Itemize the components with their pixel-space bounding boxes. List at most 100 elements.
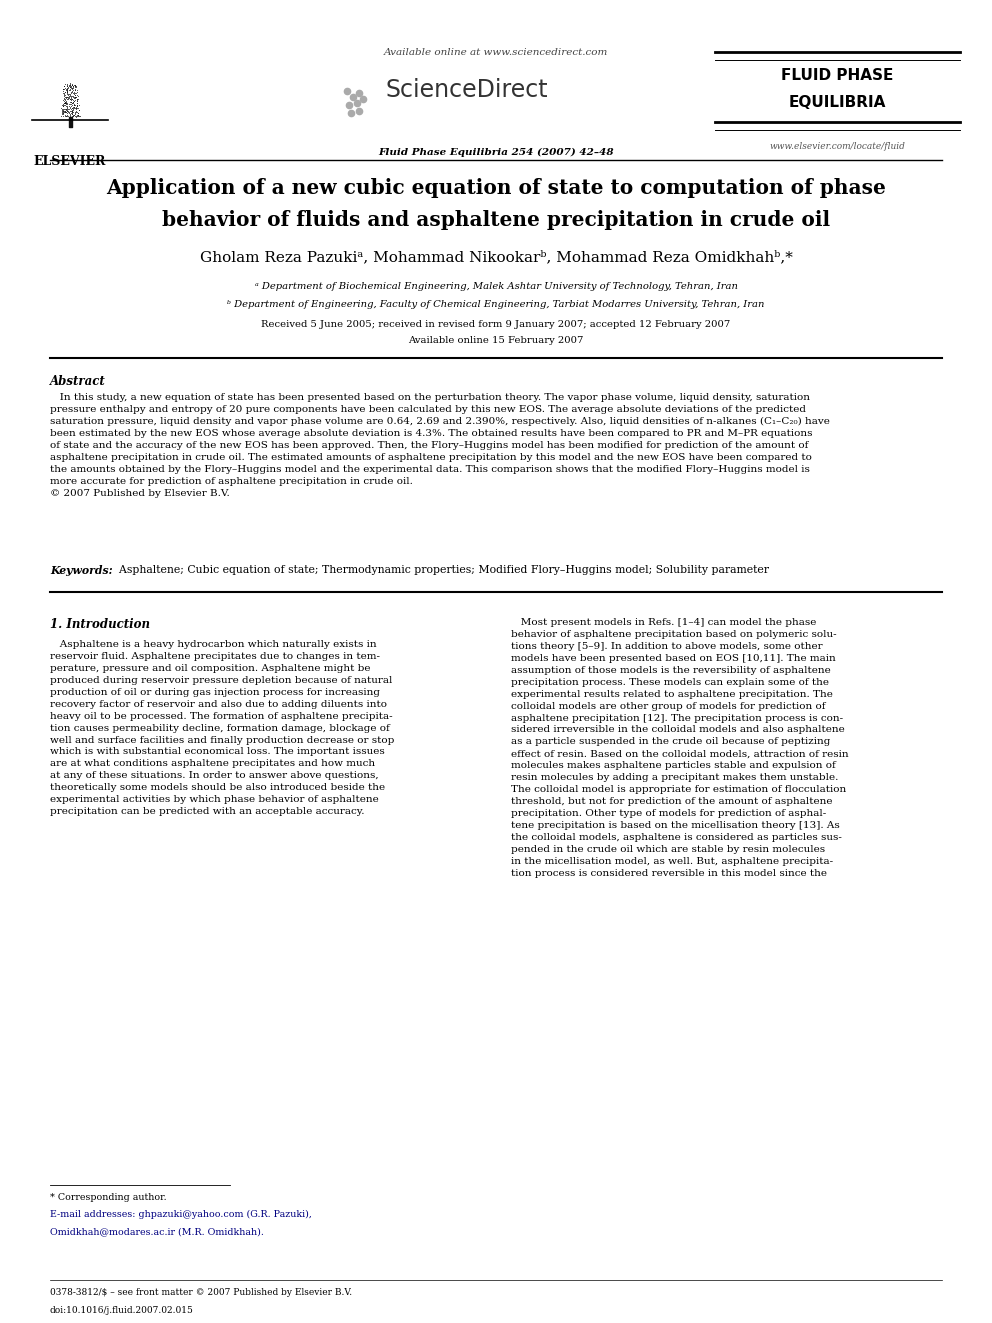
Point — [57, 81, 72, 102]
Point — [71, 106, 87, 127]
Point — [60, 101, 75, 122]
Point — [59, 75, 74, 97]
Text: FLUID PHASE: FLUID PHASE — [782, 67, 894, 83]
Point — [53, 106, 68, 127]
Point — [58, 99, 73, 120]
Point — [56, 101, 71, 122]
Point — [66, 87, 82, 108]
Text: 0378-3812/$ – see front matter © 2007 Published by Elsevier B.V.: 0378-3812/$ – see front matter © 2007 Pu… — [50, 1289, 352, 1297]
Text: ᵃ Department of Biochemical Engineering, Malek Ashtar University of Technology, : ᵃ Department of Biochemical Engineering,… — [255, 282, 737, 291]
Text: Omidkhah@modares.ac.ir (M.R. Omidkhah).: Omidkhah@modares.ac.ir (M.R. Omidkhah). — [50, 1226, 264, 1236]
Point — [71, 106, 87, 127]
Point — [54, 98, 69, 119]
Point — [68, 93, 84, 114]
Text: Available online at www.sciencedirect.com: Available online at www.sciencedirect.co… — [384, 48, 608, 57]
Point — [65, 75, 81, 97]
Text: Asphaltene; Cubic equation of state; Thermodynamic properties; Modified Flory–Hu: Asphaltene; Cubic equation of state; The… — [112, 565, 769, 576]
Point — [55, 98, 70, 119]
Point — [59, 97, 74, 118]
Point — [62, 86, 78, 107]
Point — [64, 74, 80, 95]
Point — [65, 97, 81, 118]
Point — [63, 102, 79, 123]
Point — [65, 82, 81, 103]
Point — [57, 89, 72, 110]
Point — [63, 93, 79, 114]
Point — [61, 85, 76, 106]
Point — [64, 93, 80, 114]
Point — [62, 87, 78, 108]
Point — [64, 106, 80, 127]
Point — [55, 101, 70, 122]
Point — [59, 105, 74, 126]
Point — [67, 74, 83, 95]
Point — [69, 102, 85, 123]
Point — [62, 79, 77, 101]
Point — [60, 86, 75, 107]
Point — [62, 91, 78, 112]
Point — [67, 98, 83, 119]
Point — [64, 85, 80, 106]
Point — [56, 101, 71, 122]
Point — [66, 86, 82, 107]
Text: EQUILIBRIA: EQUILIBRIA — [789, 95, 886, 110]
Text: 1. Introduction: 1. Introduction — [50, 618, 150, 631]
Point — [58, 87, 73, 108]
Point — [69, 97, 85, 118]
Point — [59, 82, 74, 103]
Point — [66, 101, 82, 122]
Point — [57, 87, 72, 108]
Point — [60, 103, 75, 124]
Point — [56, 90, 71, 111]
Point — [59, 101, 74, 122]
Point — [62, 86, 78, 107]
Point — [67, 86, 83, 107]
Point — [63, 98, 79, 119]
Text: Most present models in Refs. [1–4] can model the phase
behavior of asphaltene pr: Most present models in Refs. [1–4] can m… — [511, 618, 848, 877]
Point — [62, 105, 78, 126]
Point — [65, 97, 81, 118]
Point — [60, 99, 75, 120]
Point — [56, 99, 71, 120]
Point — [58, 93, 73, 114]
Point — [62, 91, 78, 112]
Point — [65, 77, 81, 98]
Point — [69, 90, 85, 111]
Text: www.elsevier.com/locate/fluid: www.elsevier.com/locate/fluid — [770, 142, 906, 151]
Point — [70, 99, 86, 120]
Point — [56, 79, 71, 101]
Point — [65, 86, 81, 107]
Point — [56, 95, 71, 116]
Point — [69, 82, 85, 103]
Point — [64, 101, 80, 122]
Point — [58, 94, 73, 115]
Point — [67, 97, 83, 118]
Point — [59, 91, 74, 112]
Point — [56, 95, 71, 116]
Point — [61, 99, 76, 120]
Point — [61, 87, 76, 108]
Point — [71, 99, 87, 120]
Point — [56, 81, 71, 102]
Point — [66, 90, 82, 111]
Point — [59, 93, 74, 114]
Point — [61, 101, 76, 122]
Point — [64, 89, 80, 110]
Point — [56, 94, 71, 115]
Point — [56, 82, 71, 103]
Point — [60, 87, 75, 108]
Point — [65, 105, 81, 126]
Point — [57, 101, 72, 122]
Point — [62, 103, 78, 124]
Point — [68, 102, 84, 123]
Point — [59, 90, 74, 111]
Point — [63, 94, 79, 115]
Point — [57, 91, 72, 112]
Point — [56, 79, 71, 101]
Point — [67, 98, 83, 119]
Point — [61, 99, 76, 120]
Point — [66, 95, 82, 116]
Point — [62, 83, 78, 105]
Point — [63, 86, 79, 107]
Point — [59, 98, 74, 119]
